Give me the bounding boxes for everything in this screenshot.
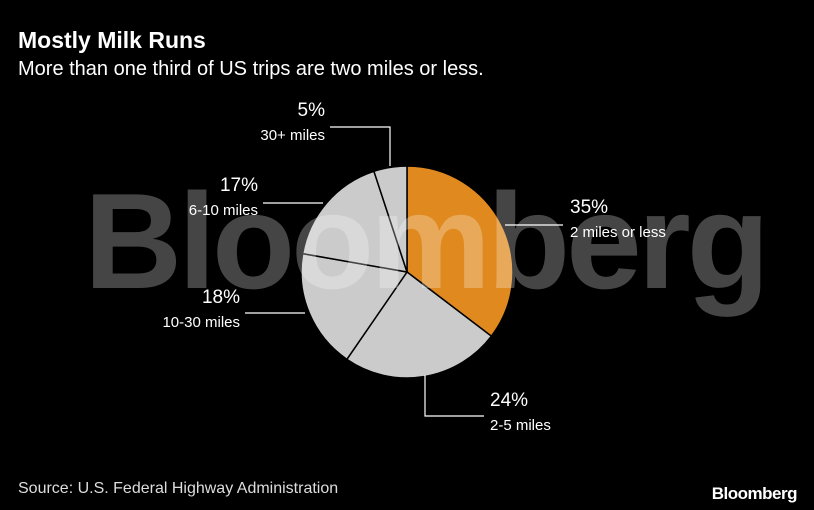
labels: 35% 2 miles or less 24% 2-5 miles 18% 10-30 m… [162,100,665,434]
pie-slice [345,270,493,379]
watermark: Bloomberg [84,165,766,317]
logo: Bloomberg [712,484,797,503]
pie-slice [300,252,409,361]
chart-title: Mostly Milk Runs [18,27,206,53]
leader-line [424,375,484,417]
value-label: 17% [220,175,258,196]
chart-subtitle: More than one third of US trips are two … [18,58,484,80]
pie-slice [406,165,514,338]
category-label: 2 miles or less [570,224,666,241]
category-label: 10-30 miles [162,314,240,331]
category-label: 6-10 miles [189,202,258,219]
category-label: 2-5 miles [490,417,551,434]
pie-slice [372,165,408,273]
value-label: 24% [490,390,528,411]
leader-line [330,126,391,166]
source: Source: U.S. Federal Highway Administrat… [18,480,338,497]
pie [300,165,514,379]
value-label: 18% [202,287,240,308]
category-label: 30+ miles [260,127,325,144]
value-label: 35% [570,197,608,218]
value-label: 5% [298,100,326,121]
pie-slice [301,170,409,273]
